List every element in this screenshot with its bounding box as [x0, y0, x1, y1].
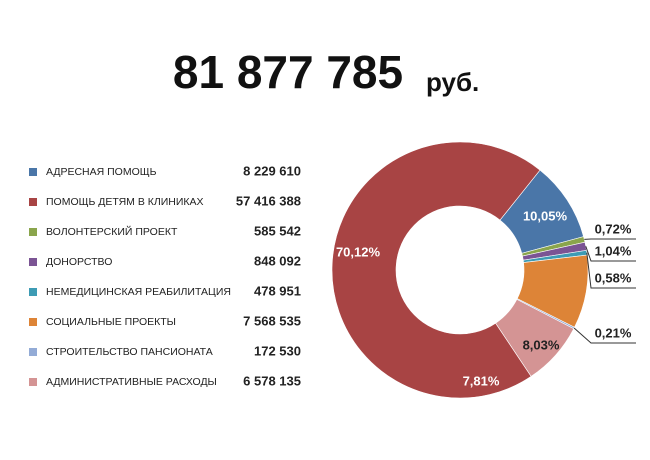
- legend-label: СОЦИАЛЬНЫЕ ПРОЕКТЫ: [46, 316, 176, 328]
- legend-swatch: [29, 348, 37, 356]
- legend-label: СТРОИТЕЛЬСТВО ПАНСИОНАТА: [46, 346, 213, 358]
- legend-value: 8 229 610: [243, 163, 301, 178]
- legend-value: 6 578 135: [243, 373, 301, 388]
- leader-line: [573, 327, 636, 344]
- slice-label: 8,03%: [523, 337, 560, 352]
- legend-label: ДОНОРСТВО: [46, 256, 112, 268]
- chart-title: 81 877 785: [173, 46, 403, 98]
- slice-label: 10,05%: [523, 208, 568, 223]
- legend-value: 172 530: [254, 343, 301, 358]
- slice-label: 0,21%: [595, 325, 632, 340]
- slice-label: 70,12%: [336, 244, 381, 259]
- annotation: 7,81%: [463, 373, 500, 388]
- legend-value: 478 951: [254, 283, 301, 298]
- legend-value: 848 092: [254, 253, 301, 268]
- legend-swatch: [29, 228, 37, 236]
- legend-label: НЕМЕДИЦИНСКАЯ РЕАБИЛИТАЦИЯ: [46, 286, 231, 298]
- legend-value: 57 416 388: [236, 193, 301, 208]
- legend-value: 585 542: [254, 223, 301, 238]
- legend-swatch: [29, 288, 37, 296]
- leader-line: [586, 252, 636, 289]
- leader-line: [585, 246, 636, 262]
- legend-swatch: [29, 168, 37, 176]
- slice-label: 1,04%: [595, 243, 632, 258]
- legend-swatch: [29, 318, 37, 326]
- legend-label: ПОМОЩЬ ДЕТЯМ В КЛИНИКАХ: [46, 196, 204, 208]
- legend-swatch: [29, 258, 37, 266]
- donut-slice: [331, 141, 541, 399]
- legend-label: ВОЛОНТЕРСКИЙ ПРОЕКТ: [46, 225, 178, 238]
- legend-label: АДМИНИСТРАТИВНЫЕ РАСХОДЫ: [46, 376, 217, 388]
- slice-label: 0,72%: [595, 221, 632, 236]
- legend-swatch: [29, 378, 37, 386]
- title-unit: руб.: [426, 67, 479, 97]
- legend-label: АДРЕСНАЯ ПОМОЩЬ: [46, 166, 157, 178]
- legend-swatch: [29, 198, 37, 206]
- slice-label: 0,58%: [595, 270, 632, 285]
- legend-value: 7 568 535: [243, 313, 301, 328]
